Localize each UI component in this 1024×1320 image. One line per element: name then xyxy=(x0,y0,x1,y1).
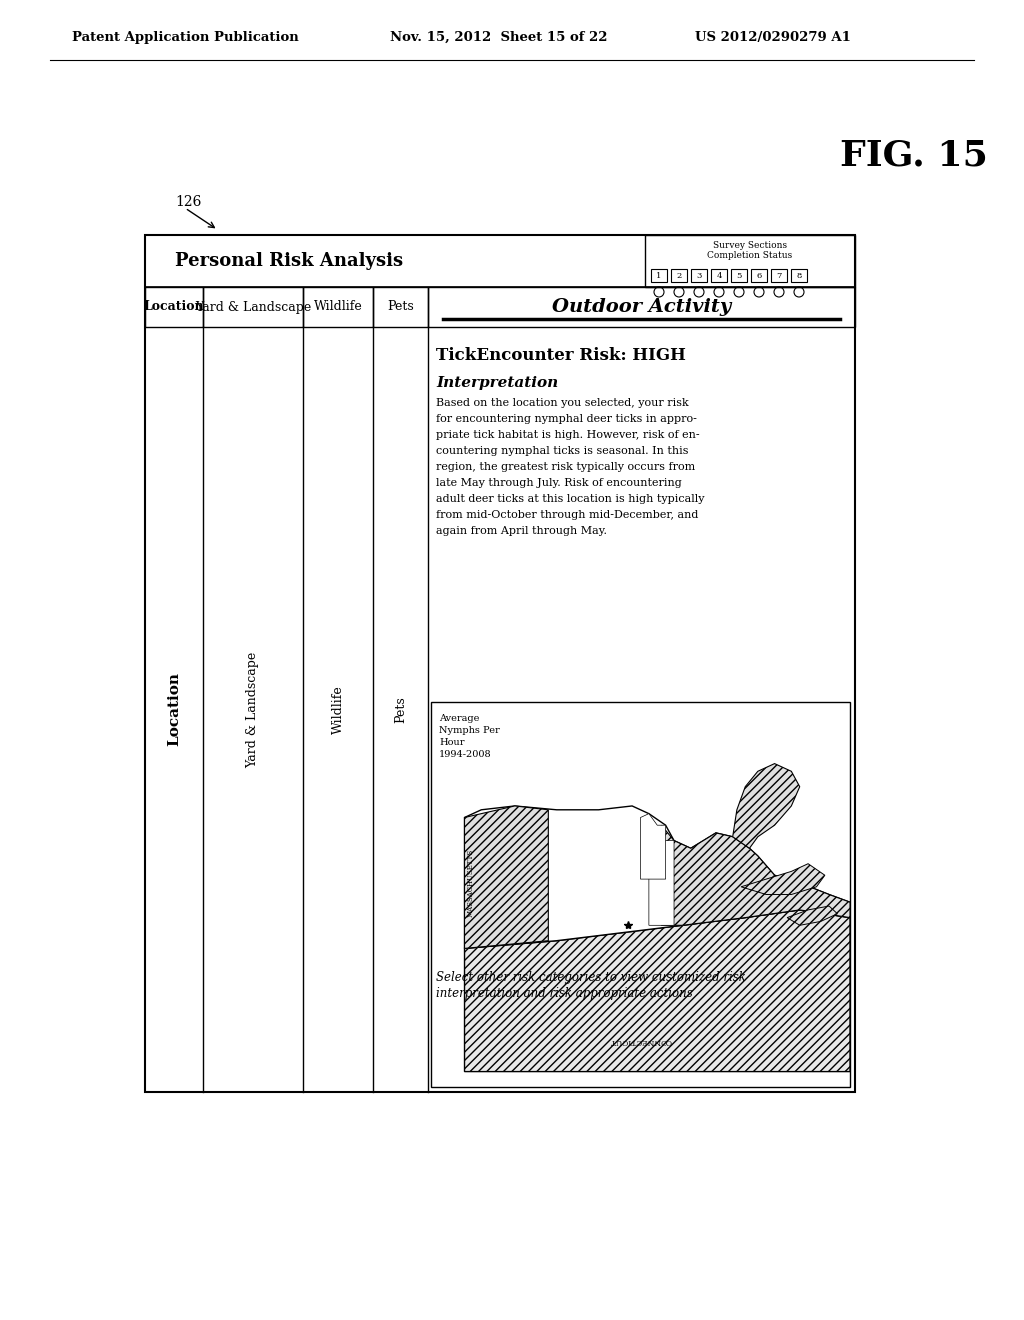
Text: 8: 8 xyxy=(797,272,802,280)
Text: countering nymphal ticks is seasonal. In this: countering nymphal ticks is seasonal. In… xyxy=(436,446,688,455)
Text: priate tick habitat is high. However, risk of en-: priate tick habitat is high. However, ri… xyxy=(436,430,699,440)
Text: late May through July. Risk of encountering: late May through July. Risk of encounter… xyxy=(436,478,682,488)
Text: Pets: Pets xyxy=(394,696,407,723)
Text: Location: Location xyxy=(167,672,181,747)
Text: Pets: Pets xyxy=(387,301,414,314)
Text: interpretation and risk appropriate actions: interpretation and risk appropriate acti… xyxy=(436,987,693,1001)
Text: Wildlife: Wildlife xyxy=(332,685,344,734)
Polygon shape xyxy=(640,813,666,879)
Text: Select other risk categories to view customized risk: Select other risk categories to view cus… xyxy=(436,970,745,983)
Text: MASSACHUSETTS: MASSACHUSETTS xyxy=(467,849,475,917)
Text: CONNECTICUT: CONNECTICUT xyxy=(609,1036,672,1045)
Text: Patent Application Publication: Patent Application Publication xyxy=(72,30,299,44)
Text: US 2012/0290279 A1: US 2012/0290279 A1 xyxy=(695,30,851,44)
Text: 7: 7 xyxy=(776,272,781,280)
Text: 126: 126 xyxy=(175,195,202,209)
Text: Nov. 15, 2012  Sheet 15 of 22: Nov. 15, 2012 Sheet 15 of 22 xyxy=(390,30,607,44)
Text: Average: Average xyxy=(439,714,479,723)
Polygon shape xyxy=(787,906,838,925)
Text: 4: 4 xyxy=(716,272,722,280)
Bar xyxy=(303,286,373,327)
Text: Survey Sections: Survey Sections xyxy=(713,242,787,249)
Polygon shape xyxy=(465,807,548,948)
Text: Interpretation: Interpretation xyxy=(436,376,558,389)
Bar xyxy=(731,269,746,282)
Polygon shape xyxy=(733,763,800,849)
Text: again from April through May.: again from April through May. xyxy=(436,525,607,536)
Bar xyxy=(711,269,727,282)
Text: from mid-October through mid-December, and: from mid-October through mid-December, a… xyxy=(436,510,698,520)
Text: 1: 1 xyxy=(656,272,662,280)
Text: 2: 2 xyxy=(677,272,682,280)
Bar xyxy=(373,286,428,327)
Polygon shape xyxy=(649,841,674,925)
Text: 1994-2008: 1994-2008 xyxy=(439,750,492,759)
Bar xyxy=(145,235,855,1092)
Polygon shape xyxy=(465,807,850,948)
Text: adult deer ticks at this location is high typically: adult deer ticks at this location is hig… xyxy=(436,494,705,504)
Bar xyxy=(428,286,855,327)
Text: 3: 3 xyxy=(696,272,701,280)
Polygon shape xyxy=(741,863,825,895)
Text: 6: 6 xyxy=(757,272,762,280)
Bar xyxy=(145,235,855,286)
Text: Hour: Hour xyxy=(439,738,465,747)
Text: for encountering nymphal deer ticks in appro-: for encountering nymphal deer ticks in a… xyxy=(436,414,697,424)
Text: TickEncounter Risk: HIGH: TickEncounter Risk: HIGH xyxy=(436,346,686,363)
Bar xyxy=(751,269,767,282)
Text: Yard & Landscape: Yard & Landscape xyxy=(195,301,311,314)
Text: region, the greatest risk typically occurs from: region, the greatest risk typically occu… xyxy=(436,462,695,473)
Bar xyxy=(145,286,203,327)
Bar xyxy=(651,269,667,282)
Text: Location: Location xyxy=(143,301,205,314)
Bar xyxy=(671,269,687,282)
Polygon shape xyxy=(662,825,850,925)
Polygon shape xyxy=(465,909,850,1072)
Bar xyxy=(691,269,707,282)
Text: Nymphs Per: Nymphs Per xyxy=(439,726,500,735)
Text: Personal Risk Analysis: Personal Risk Analysis xyxy=(175,252,403,271)
Text: 5: 5 xyxy=(736,272,741,280)
Bar xyxy=(791,269,807,282)
Bar xyxy=(771,269,787,282)
Text: Wildlife: Wildlife xyxy=(313,301,362,314)
Text: FIG. 15: FIG. 15 xyxy=(840,139,988,172)
Text: Outdoor Activity: Outdoor Activity xyxy=(552,298,731,315)
Text: Based on the location you selected, your risk: Based on the location you selected, your… xyxy=(436,399,689,408)
Bar xyxy=(203,286,303,327)
Text: Yard & Landscape: Yard & Landscape xyxy=(247,651,259,768)
Bar xyxy=(431,702,850,1086)
Bar xyxy=(645,235,855,286)
Text: Completion Status: Completion Status xyxy=(708,251,793,260)
